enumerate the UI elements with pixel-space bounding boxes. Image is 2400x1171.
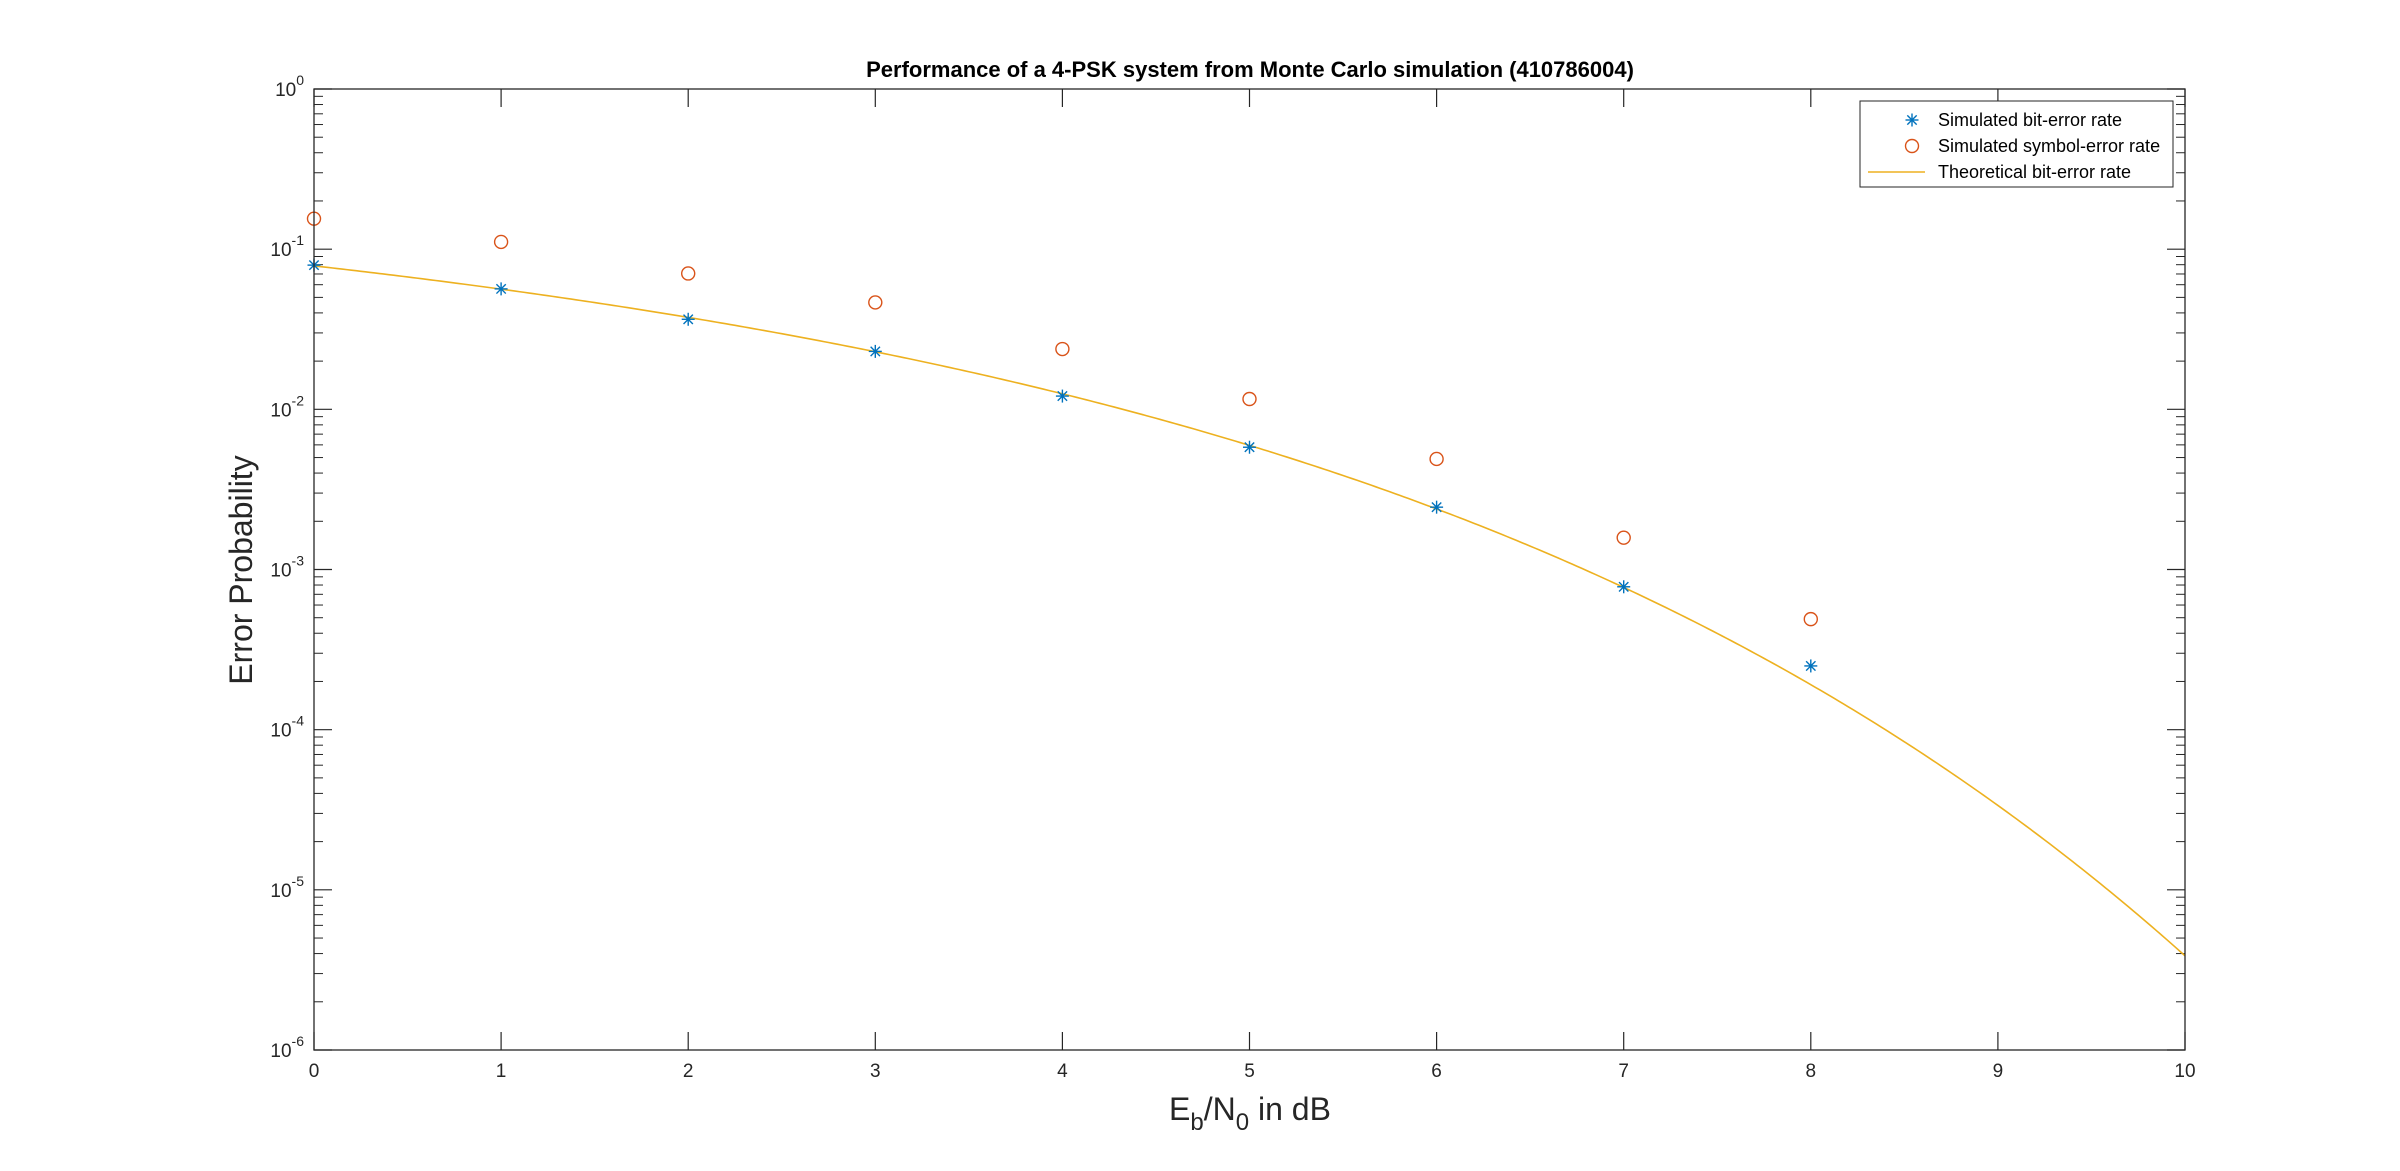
x-axis-label-sub1: b xyxy=(1190,1109,1203,1136)
x-tick-label: 0 xyxy=(309,1061,320,1082)
ser-point xyxy=(681,266,696,281)
data-markers-layer xyxy=(306,211,1819,673)
x-tick-labels: 0 1 2 3 4 5 6 7 8 9 10 xyxy=(309,1061,2196,1082)
legend-symbol-circle xyxy=(1904,138,1920,154)
ber-point xyxy=(868,344,882,358)
ber-point xyxy=(1804,659,1818,673)
ser-point xyxy=(868,295,883,310)
y-tick-label: 10-1 xyxy=(270,232,304,261)
y-tick-label: 10-4 xyxy=(270,713,304,742)
plot-box xyxy=(313,88,2186,1051)
ber-point xyxy=(1243,440,1256,454)
y-tick-label: 10-6 xyxy=(270,1033,304,1062)
y-axis-label: Error Probability xyxy=(223,455,259,684)
x-tick-label: 10 xyxy=(2174,1061,2195,1082)
legend-symbol-asterisk xyxy=(1905,113,1919,127)
x-tick-label: 5 xyxy=(1244,1061,1255,1082)
legend: Simulated bit-error rate Simulated symbol… xyxy=(1859,100,2174,188)
x-tick-label: 3 xyxy=(870,1061,881,1082)
x-tick-label: 8 xyxy=(1806,1061,1817,1082)
chart-title: Performance of a 4-PSK system from Monte… xyxy=(866,57,1634,82)
x-axis-label-sub2: 0 xyxy=(1236,1109,1249,1136)
ser-point xyxy=(493,234,509,250)
x-axis-label-base1: E xyxy=(1169,1091,1190,1127)
ber-point xyxy=(681,312,695,326)
legend-entry-label: Theoretical bit-error rate xyxy=(1938,162,2131,182)
x-tick-label: 1 xyxy=(496,1061,507,1082)
ber-point xyxy=(1617,580,1631,594)
y-tick-labels: 10-6 10-5 10-4 10-3 10-2 10-1 100 xyxy=(270,72,304,1062)
ser-point xyxy=(1429,451,1444,467)
plot-area xyxy=(314,89,2185,1050)
x-tick-label: 2 xyxy=(683,1061,694,1082)
legend-entry-label: Simulated bit-error rate xyxy=(1938,110,2122,130)
x-tick-label: 7 xyxy=(1618,1061,1629,1082)
y-tick-label: 100 xyxy=(275,72,304,101)
ser-point xyxy=(1055,341,1070,357)
y-tick-label: 10-2 xyxy=(270,392,304,421)
ber-point xyxy=(1430,500,1444,514)
ber-point xyxy=(1055,389,1069,403)
legend-items: Simulated bit-error rate Simulated symbol… xyxy=(1868,110,2160,182)
x-tick-label: 9 xyxy=(1993,1061,2004,1082)
y-tick-label: 10-3 xyxy=(270,553,304,582)
x-tick-label: 6 xyxy=(1431,1061,1442,1082)
x-tick-label: 4 xyxy=(1057,1061,1068,1082)
x-axis-label: Eb/N0 in dB xyxy=(1169,1091,1331,1136)
ser-point xyxy=(1616,530,1631,545)
x-axis-label-tail: in dB xyxy=(1249,1091,1331,1127)
ser-point xyxy=(1242,391,1257,407)
x-axis-label-mid: /N xyxy=(1204,1091,1236,1127)
legend-entry-label: Simulated symbol-error rate xyxy=(1938,136,2160,156)
ber-point xyxy=(494,282,508,296)
ser-point xyxy=(1803,611,1819,627)
y-tick-label: 10-5 xyxy=(270,873,304,902)
